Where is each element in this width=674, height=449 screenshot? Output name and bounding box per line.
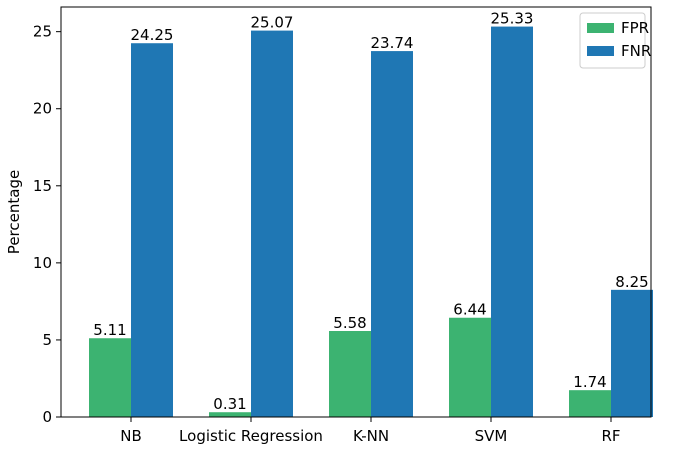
x-tick-label-4: RF xyxy=(601,427,620,445)
data-label-fnr-1: 25.07 xyxy=(251,14,294,32)
bar-fnr-0 xyxy=(131,43,173,418)
bar-fpr-4 xyxy=(569,390,611,417)
data-labels-layer: 5.11 0.31 5.58 6.44 1.74 24.25 25.07 23.74 25.33… xyxy=(93,10,648,414)
x-tick-label-1: Logistic Regression xyxy=(179,427,323,445)
bar-fpr-1 xyxy=(209,412,251,417)
plot-frame xyxy=(60,6,652,418)
bar-fpr-3 xyxy=(449,317,491,417)
data-label-fpr-2: 5.58 xyxy=(333,314,366,332)
y-tick-label-4: 20 xyxy=(33,100,52,118)
bar-fpr-2 xyxy=(329,330,371,417)
axes-layer: 0 5 10 15 20 25 NB Logistic Regression K-NN SVM RF xyxy=(33,6,652,445)
y-tick-label-2: 10 xyxy=(33,254,52,272)
x-tick-label-3: SVM xyxy=(475,427,508,445)
legend-label-fnr: FNR xyxy=(621,42,651,60)
data-label-fpr-0: 5.11 xyxy=(93,321,126,339)
bar-fnr-2 xyxy=(371,51,413,418)
y-axis-title: Percentage xyxy=(5,170,23,254)
y-tick-label-1: 5 xyxy=(42,331,52,349)
data-label-fnr-3: 25.33 xyxy=(491,10,534,28)
data-label-fpr-3: 6.44 xyxy=(453,301,486,319)
y-tick-label-0: 0 xyxy=(42,408,52,426)
bar-fnr-1 xyxy=(251,30,293,418)
y-tick-label-5: 25 xyxy=(33,23,52,41)
legend-swatch-fpr xyxy=(587,23,614,33)
bars-layer xyxy=(89,26,653,418)
legend-label-fpr: FPR xyxy=(621,19,649,37)
data-label-fnr-0: 24.25 xyxy=(131,26,174,44)
data-label-fnr-2: 23.74 xyxy=(371,34,414,52)
y-tick-label-3: 15 xyxy=(33,177,52,195)
x-tick-label-0: NB xyxy=(120,427,142,445)
data-label-fpr-4: 1.74 xyxy=(573,373,606,391)
bar-fpr-0 xyxy=(89,338,131,417)
legend: FPR FNR xyxy=(579,12,651,69)
bar-fnr-4 xyxy=(611,289,653,417)
x-tick-label-2: K-NN xyxy=(353,427,389,445)
bar-fnr-3 xyxy=(491,26,533,417)
data-label-fnr-4: 8.25 xyxy=(615,273,648,291)
data-label-fpr-1: 0.31 xyxy=(213,395,246,413)
legend-swatch-fnr xyxy=(587,46,614,56)
